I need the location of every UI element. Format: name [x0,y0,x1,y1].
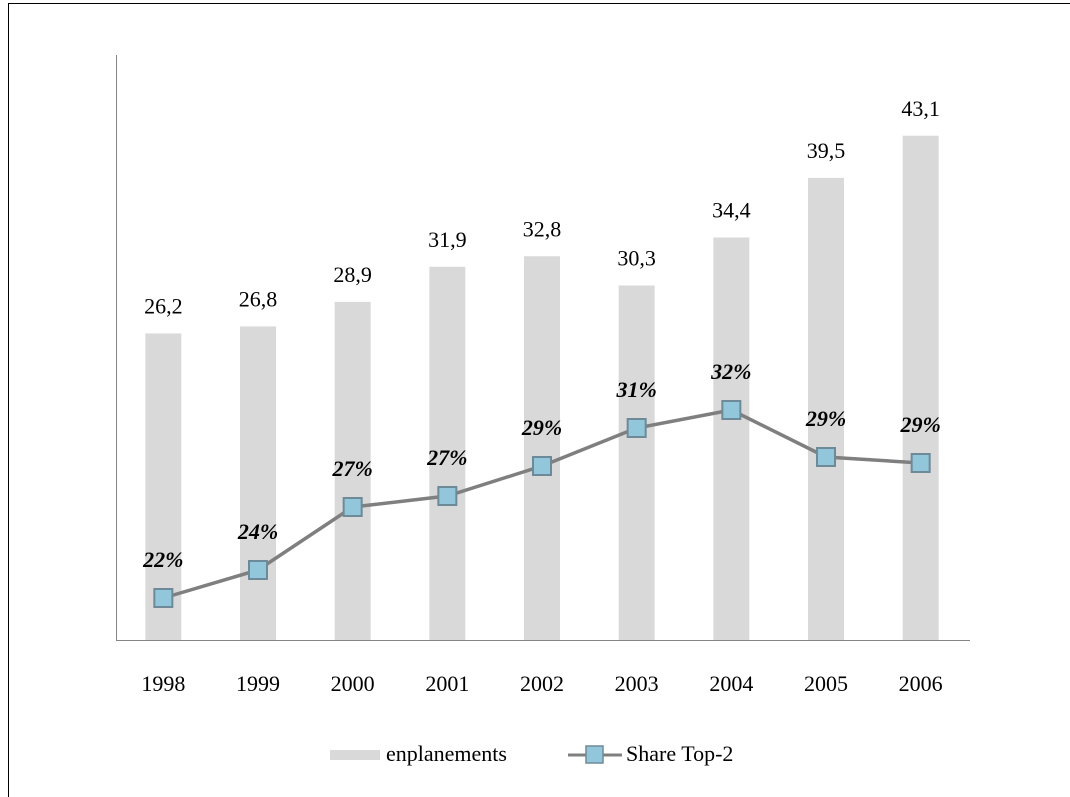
marker [721,400,742,420]
marker [342,497,363,517]
x-tick-label: 2002 [520,671,564,696]
legend: enplanements Share Top-2 [330,741,733,766]
bar [334,301,371,640]
bar [240,326,276,640]
marker [437,486,458,506]
legend-label: Share Top-2 [626,741,733,766]
bar [618,285,655,640]
data-label: 29% [521,415,562,440]
data-label: 29% [805,406,846,431]
data-label: 32% [710,359,751,384]
chart-border [8,3,1070,797]
data-label: 30,3 [617,246,656,271]
bar [902,135,939,641]
data-label: 39,5 [807,138,846,163]
legend-swatch-bar [330,750,380,760]
marker [626,418,647,438]
x-tick-label: 2001 [425,671,469,696]
marker [153,588,174,608]
data-label: 27% [332,456,373,481]
x-tick-label: 1998 [141,671,185,696]
marker [532,456,552,476]
x-tick-label: 2003 [615,671,659,696]
bar [808,177,844,640]
x-tick-label: 1999 [236,671,280,696]
data-label: 26,8 [239,286,278,311]
data-label: 29% [900,412,941,437]
bar [524,256,560,640]
data-label: 34,4 [712,198,751,223]
x-tick-label: 2005 [804,671,848,696]
x-tick-label: 2004 [709,671,753,696]
bar [429,266,466,640]
data-label: 24% [237,519,278,544]
x-tick-label: 2000 [331,671,375,696]
data-label: 22% [142,547,183,572]
data-label: 26,2 [144,294,183,319]
legend-swatch-marker [585,745,604,764]
data-label: 32,8 [523,216,562,241]
data-label: 28,9 [333,262,372,287]
data-label: 31% [616,377,657,402]
marker [816,447,836,467]
marker [248,560,268,580]
data-label: 27% [426,445,467,470]
marker [910,453,931,473]
legend-label: enplanements [386,741,507,766]
data-label: 43,1 [901,96,940,121]
bar [713,237,750,640]
x-tick-label: 2006 [899,671,943,696]
data-label: 31,9 [428,227,467,252]
